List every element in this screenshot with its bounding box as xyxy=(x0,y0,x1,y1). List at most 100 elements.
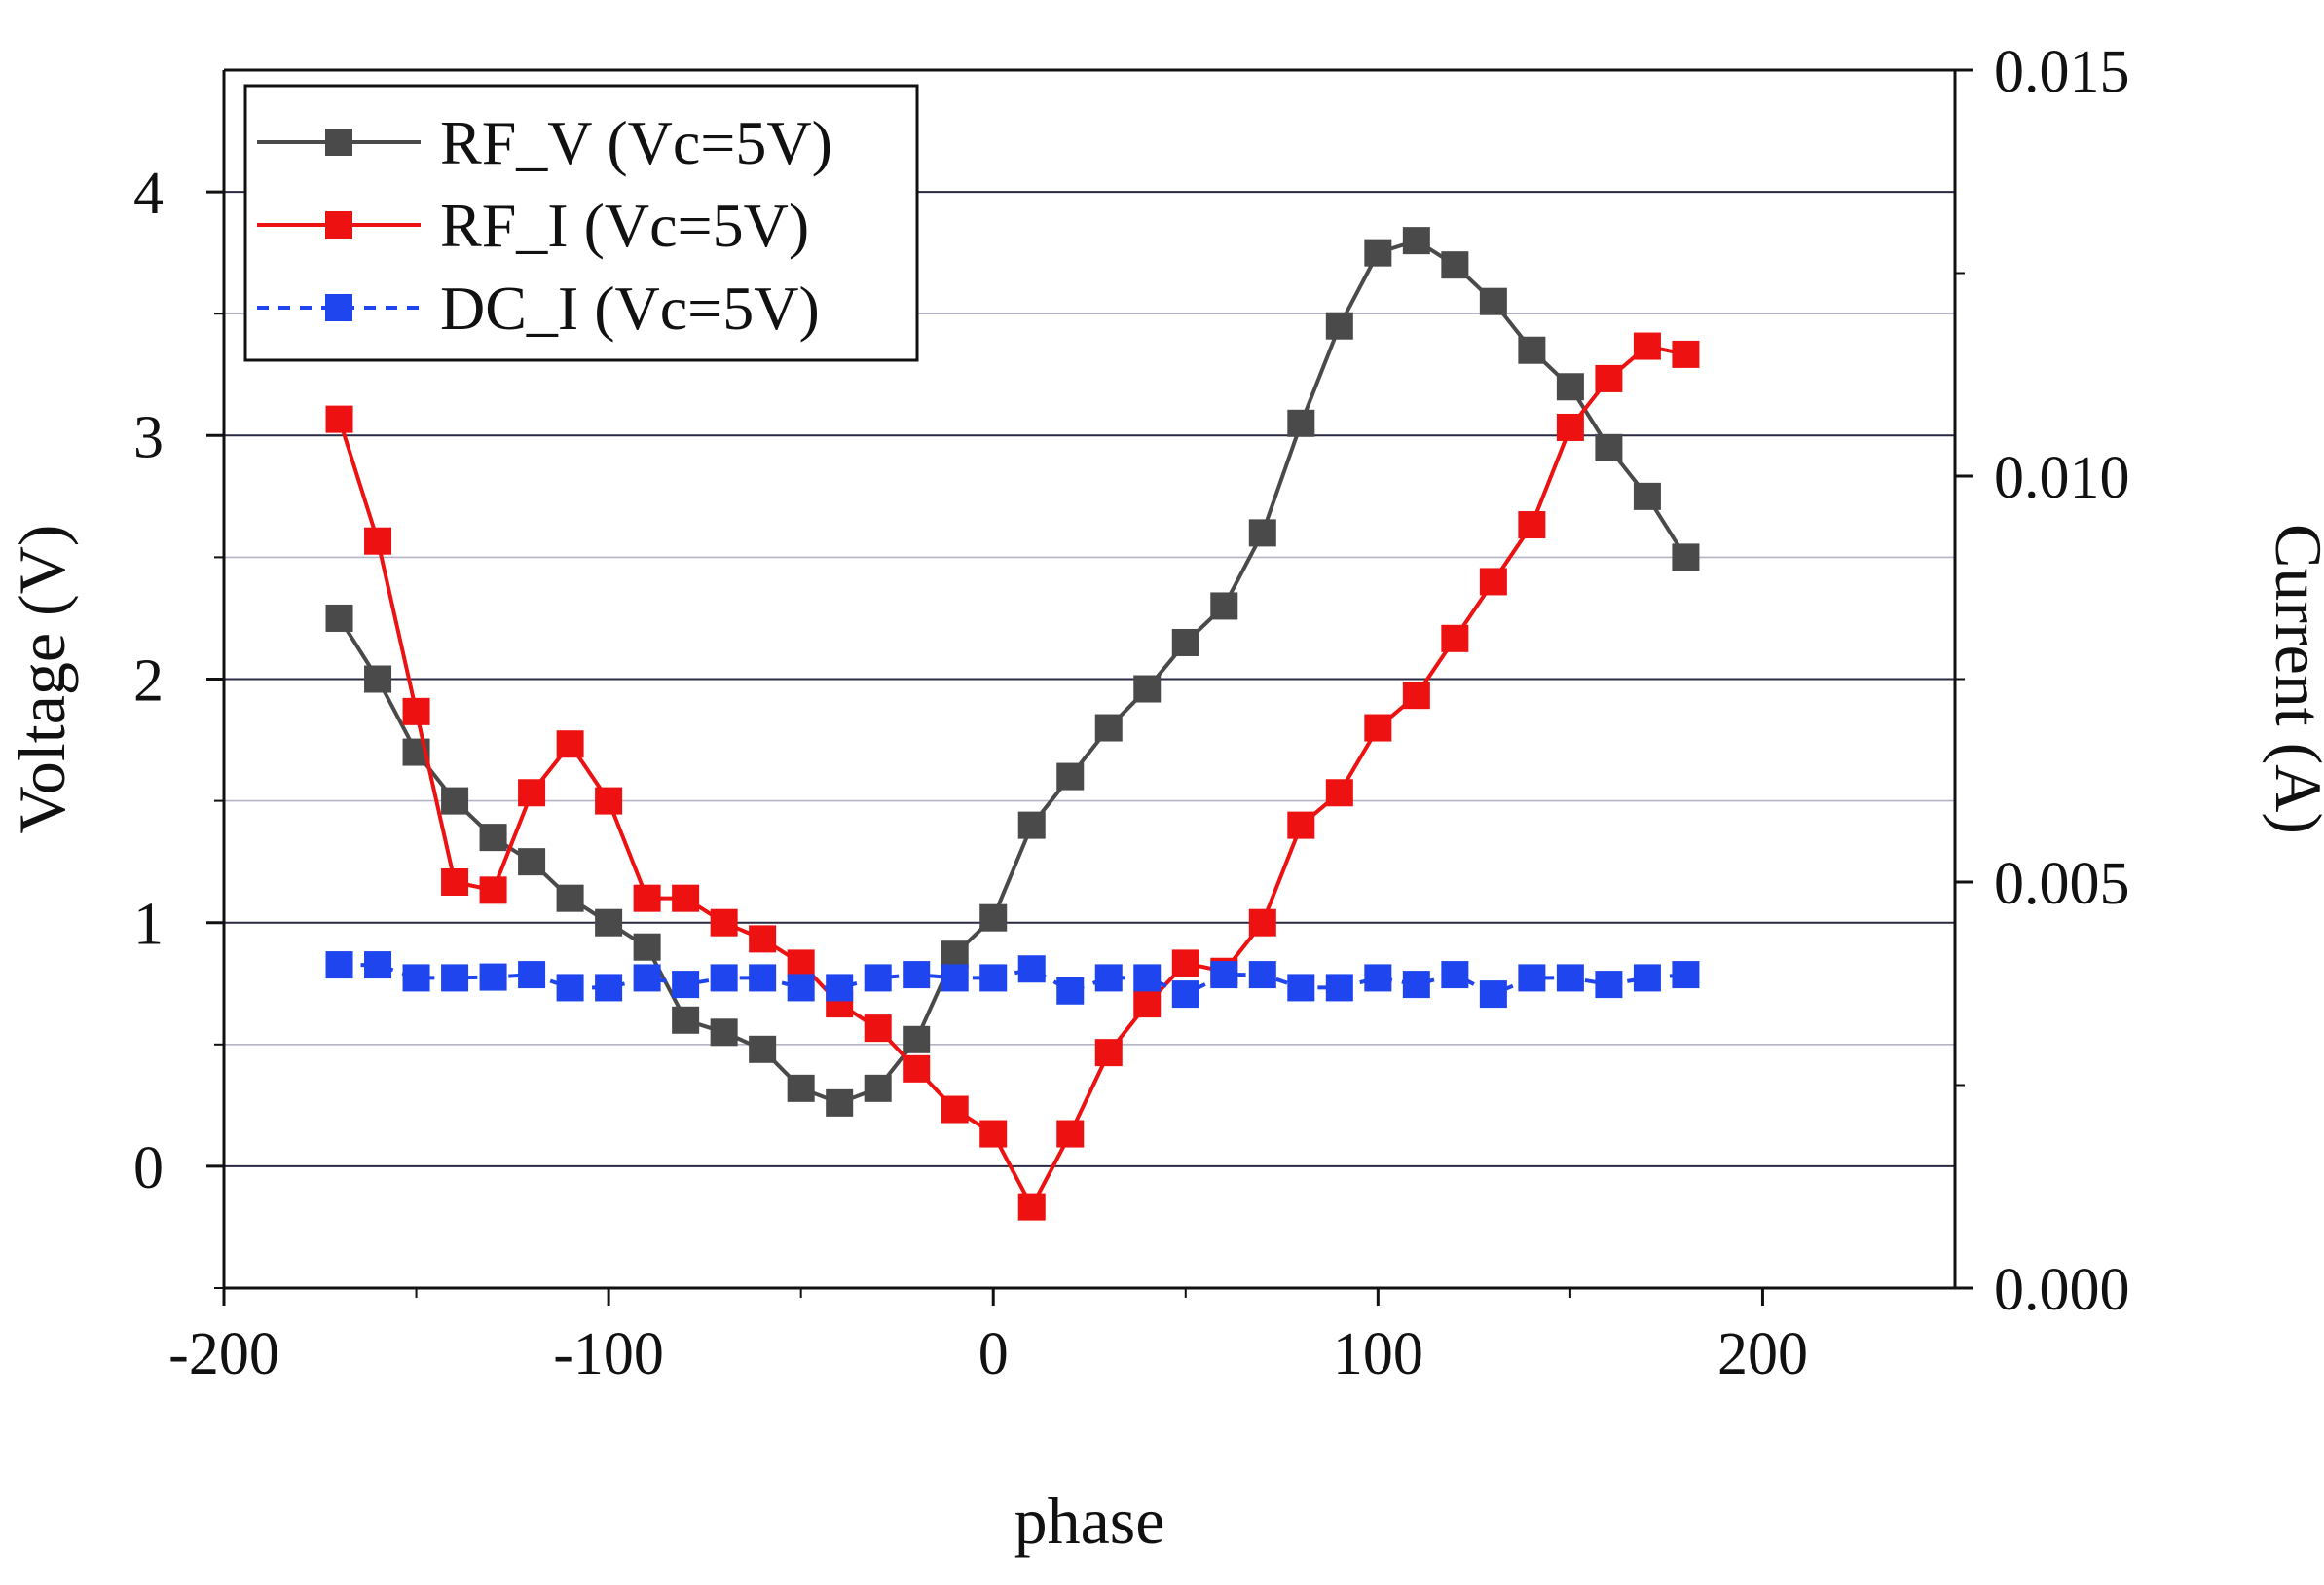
data-point xyxy=(826,1088,854,1117)
legend-label-0: RF_V (Vc=5V) xyxy=(440,108,832,177)
x-tick-label: 200 xyxy=(1717,1321,1808,1387)
data-point xyxy=(1479,568,1507,596)
data-point xyxy=(672,884,700,912)
data-point xyxy=(1556,373,1584,401)
data-point xyxy=(979,964,1008,992)
data-point xyxy=(1133,990,1162,1018)
y-tick-label: 1 xyxy=(133,892,164,958)
data-point xyxy=(1248,908,1276,937)
data-point xyxy=(1171,980,1199,1009)
data-point xyxy=(633,884,661,912)
data-point xyxy=(903,1025,931,1053)
data-point xyxy=(1248,519,1276,547)
data-point xyxy=(1364,964,1392,992)
data-point xyxy=(1672,340,1700,368)
data-point xyxy=(1325,312,1353,340)
data-point xyxy=(749,1035,777,1063)
data-point xyxy=(1441,251,1469,279)
data-point xyxy=(1287,409,1315,437)
data-point xyxy=(941,964,969,992)
data-point xyxy=(1364,714,1392,742)
y-tick-label: 0 xyxy=(133,1135,164,1201)
data-point xyxy=(441,964,469,992)
data-point xyxy=(556,730,584,758)
y2-tick-label: 0.010 xyxy=(1994,445,2130,511)
data-point xyxy=(1518,336,1546,364)
x-tick-label: 100 xyxy=(1333,1321,1423,1387)
data-point xyxy=(787,949,815,977)
data-point xyxy=(1171,628,1199,656)
legend: RF_V (Vc=5V) RF_I (Vc=5V) DC_I (Vc=5V) xyxy=(243,84,919,362)
data-point xyxy=(633,933,661,961)
data-point xyxy=(749,964,777,992)
data-point xyxy=(941,940,969,969)
data-point xyxy=(1672,961,1700,989)
data-point xyxy=(1402,682,1430,710)
data-point xyxy=(1441,624,1469,652)
y-tick-label: 4 xyxy=(133,161,164,227)
data-point xyxy=(903,1054,931,1083)
data-point xyxy=(979,1120,1008,1148)
data-point xyxy=(364,951,392,979)
x-tick-label: 0 xyxy=(978,1321,1009,1387)
data-point xyxy=(864,1074,892,1102)
data-point xyxy=(1056,977,1085,1005)
legend-marker-1 xyxy=(325,211,352,239)
data-point xyxy=(479,824,507,852)
data-point xyxy=(672,971,700,999)
legend-label-2: DC_I (Vc=5V) xyxy=(440,274,820,343)
data-point xyxy=(325,604,353,632)
data-point xyxy=(518,961,546,989)
data-point xyxy=(595,908,623,937)
data-point xyxy=(1094,964,1123,992)
series-layer xyxy=(325,227,1700,1221)
data-point xyxy=(1441,961,1469,989)
data-point xyxy=(402,964,430,992)
x-tick-label: -100 xyxy=(553,1321,664,1387)
legend-label-1: RF_I (Vc=5V) xyxy=(440,191,809,260)
data-point xyxy=(1017,811,1046,839)
data-point xyxy=(1017,955,1046,983)
data-point xyxy=(710,964,738,992)
data-point xyxy=(1556,964,1584,992)
axes: -200 -100 0 100 200 0 1 2 3 4 0.000 0.005 0.010 0.015 xyxy=(133,39,2130,1387)
data-point xyxy=(826,974,854,1002)
data-point xyxy=(903,961,931,989)
data-point xyxy=(1479,287,1507,315)
data-point xyxy=(1633,482,1661,510)
data-point xyxy=(1325,974,1353,1002)
data-point xyxy=(1633,332,1661,360)
data-point xyxy=(441,868,469,896)
data-point xyxy=(864,1014,892,1043)
data-point xyxy=(710,908,738,937)
data-point xyxy=(1056,762,1085,791)
data-point xyxy=(941,1095,969,1124)
data-point xyxy=(518,779,546,807)
data-point xyxy=(1171,949,1199,977)
data-point xyxy=(633,964,661,992)
data-point xyxy=(325,951,353,979)
y2-tick-label: 0.015 xyxy=(1994,39,2130,105)
data-point xyxy=(979,903,1008,932)
data-point xyxy=(1595,971,1623,999)
data-point xyxy=(518,848,546,876)
data-point xyxy=(787,974,815,1002)
data-point xyxy=(1364,239,1392,267)
data-point xyxy=(1402,971,1430,999)
data-point xyxy=(1325,779,1353,807)
data-point xyxy=(1210,592,1238,620)
data-point xyxy=(864,964,892,992)
y2-tick-label: 0.000 xyxy=(1994,1257,2130,1323)
data-point xyxy=(1094,714,1123,742)
data-point xyxy=(1556,413,1584,441)
y-tick-label: 3 xyxy=(133,404,164,470)
data-point xyxy=(710,1018,738,1047)
data-point xyxy=(1595,433,1623,461)
data-point xyxy=(787,1074,815,1102)
data-point xyxy=(479,963,507,991)
data-point xyxy=(1402,227,1430,255)
x-axis-title: phase xyxy=(1014,1484,1165,1558)
data-point xyxy=(556,884,584,912)
data-point xyxy=(1287,974,1315,1002)
